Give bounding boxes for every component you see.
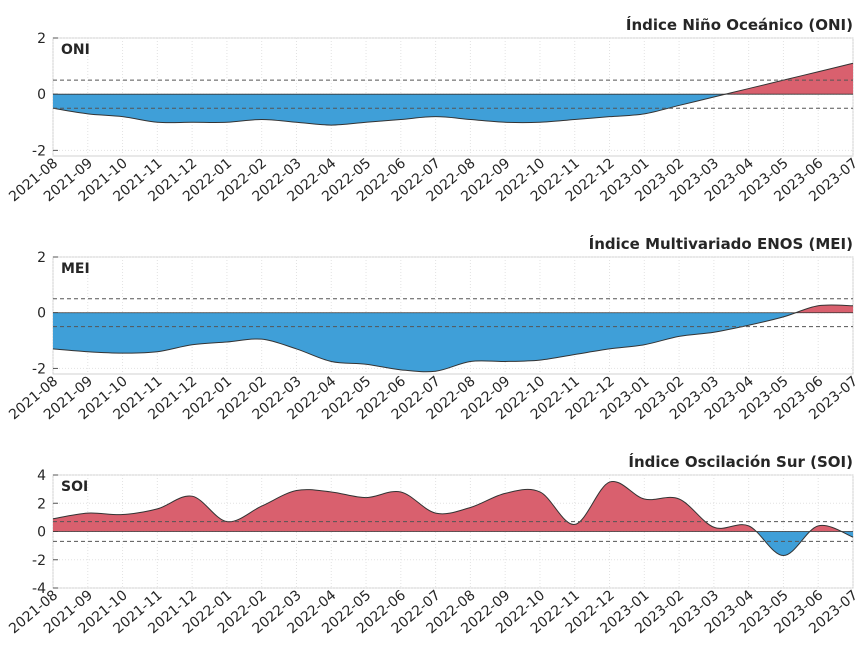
series-label: ONI xyxy=(61,42,90,58)
y-tick-label: 2 xyxy=(37,31,46,47)
series-label: MEI xyxy=(61,261,90,277)
y-tick-label: 4 xyxy=(37,468,46,484)
y-tick-label: 0 xyxy=(37,525,46,541)
y-tick-label: 0 xyxy=(37,306,46,322)
y-tick-label: -4 xyxy=(32,581,46,597)
chart-title: Índice Multivariado ENOS (MEI) xyxy=(589,234,853,253)
y-tick-label: -2 xyxy=(32,143,46,159)
y-tick-label: -2 xyxy=(32,361,46,377)
chart-title: Índice Oscilación Sur (SOI) xyxy=(628,452,853,471)
series-label: SOI xyxy=(61,479,88,495)
y-tick-label: -2 xyxy=(32,553,46,569)
negative-area xyxy=(53,94,853,126)
index-line xyxy=(52,62,854,126)
chart-title: Índice Niño Oceánico (ONI) xyxy=(626,15,853,34)
index-line xyxy=(52,480,854,557)
negative-area xyxy=(53,531,853,556)
positive-area xyxy=(53,481,853,532)
negative-area xyxy=(53,312,796,372)
y-tick-label: 2 xyxy=(37,250,46,266)
y-tick-label: 0 xyxy=(37,87,46,103)
y-tick-label: 2 xyxy=(37,496,46,512)
index-line xyxy=(52,304,854,373)
